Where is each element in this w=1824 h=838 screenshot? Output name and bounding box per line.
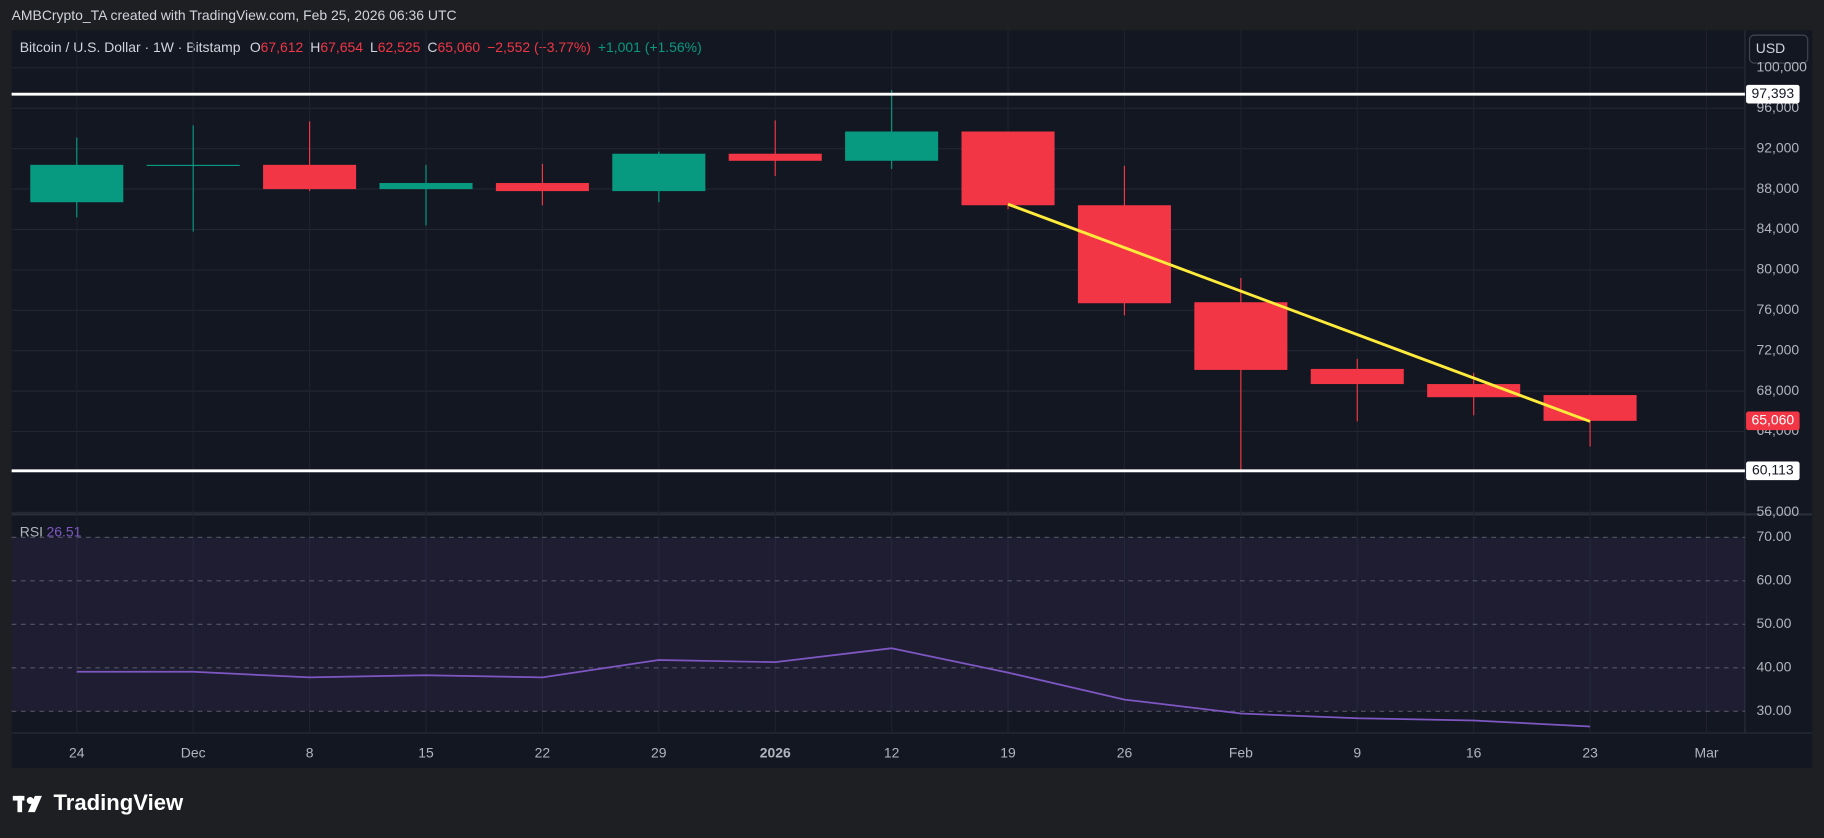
- y-tick-label: 56,000: [1757, 503, 1800, 519]
- x-tick-label: 24: [69, 745, 85, 761]
- ohlc-value: 67,654: [320, 39, 363, 55]
- candle-body: [728, 153, 822, 161]
- y-tick-label: 80,000: [1757, 261, 1800, 277]
- brand: TradingView: [54, 790, 185, 815]
- rsi-line: [76, 647, 1591, 728]
- y-tick-label: 100,000: [1757, 59, 1808, 75]
- level-label: 60,113: [1752, 462, 1794, 478]
- brand-logo: [12, 795, 42, 813]
- ohlc-key: C: [427, 39, 437, 55]
- candle-body: [1310, 368, 1404, 385]
- ohlc-key: H: [310, 39, 320, 55]
- currency[interactable]: USD: [1756, 40, 1785, 56]
- candle-body: [612, 153, 706, 192]
- logo-part: [17, 795, 23, 813]
- trendline: [1007, 202, 1591, 423]
- logo-part: [26, 797, 34, 805]
- candle-body: [263, 164, 357, 190]
- legend: Bitcoin / U.S. Dollar · 1W · Bitstamp O67…: [20, 39, 702, 55]
- rsi-value: 26.51: [47, 524, 82, 540]
- rsi-tick-label: 40.00: [1757, 659, 1792, 675]
- logo-part: [27, 795, 42, 813]
- candle-body: [495, 183, 589, 192]
- x-tick-label: 23: [1582, 745, 1598, 761]
- x-tick-label: 16: [1466, 745, 1482, 761]
- currency-button[interactable]: [1748, 34, 1809, 64]
- candle-body: [146, 164, 240, 166]
- last-price-tag: [1746, 411, 1800, 431]
- y-tick-label: 68,000: [1757, 382, 1800, 398]
- rsi-label: RSI: [20, 524, 43, 540]
- y-tick-label: 92,000: [1757, 139, 1800, 155]
- ohlc-value: 62,525: [378, 39, 421, 55]
- ohlc-value: 67,612: [261, 39, 304, 55]
- rsi-tick-label: 30.00: [1757, 702, 1792, 718]
- y-tick-label: 72,000: [1757, 341, 1800, 357]
- level-tag: [1746, 461, 1800, 481]
- y-tick-label: 76,000: [1757, 301, 1800, 317]
- ohlc-key: L: [370, 39, 378, 55]
- x-tick-label: 15: [418, 745, 434, 761]
- x-tick-label: 8: [306, 745, 314, 761]
- rsi-tick-label: 60.00: [1757, 571, 1792, 587]
- candle-body: [1194, 302, 1288, 370]
- change: −2,552 (−3.77%): [487, 39, 591, 55]
- x-tick-label: Dec: [181, 745, 206, 761]
- candle-body: [1543, 395, 1637, 421]
- level-tag: [1746, 84, 1800, 104]
- rsi-tick-label: 50.00: [1757, 615, 1792, 631]
- x-tick-label: 26: [1117, 745, 1133, 761]
- x-tick-label: 9: [1353, 745, 1361, 761]
- x-tick-label: 12: [884, 745, 900, 761]
- extra: +1,001 (+1.56%): [598, 39, 702, 55]
- level-label: 97,393: [1751, 85, 1794, 101]
- candle-body: [1077, 205, 1171, 304]
- x-tick-label: 2026: [760, 745, 791, 761]
- symbol: Bitcoin / U.S. Dollar · 1W · Bitstamp: [20, 39, 241, 55]
- candle-body: [845, 131, 939, 161]
- y-tick-label: 84,000: [1757, 220, 1800, 236]
- candle-body: [961, 131, 1055, 206]
- last-price-label: 65,060: [1751, 412, 1794, 428]
- x-tick-label: 22: [535, 745, 551, 761]
- x-tick-label: 19: [1000, 745, 1016, 761]
- y-tick-label: 88,000: [1757, 180, 1800, 196]
- candle-body: [379, 183, 473, 190]
- x-tick-label: 29: [651, 745, 667, 761]
- x-tick-label: Feb: [1229, 745, 1253, 761]
- rsi-tick-label: 70.00: [1757, 528, 1792, 544]
- x-tick-label: Mar: [1694, 745, 1718, 761]
- credit: AMBCrypto_TA created with TradingView.co…: [12, 7, 457, 23]
- candle-body: [30, 164, 124, 203]
- ohlc-key: O: [250, 39, 261, 55]
- ohlc-value: 65,060: [437, 39, 480, 55]
